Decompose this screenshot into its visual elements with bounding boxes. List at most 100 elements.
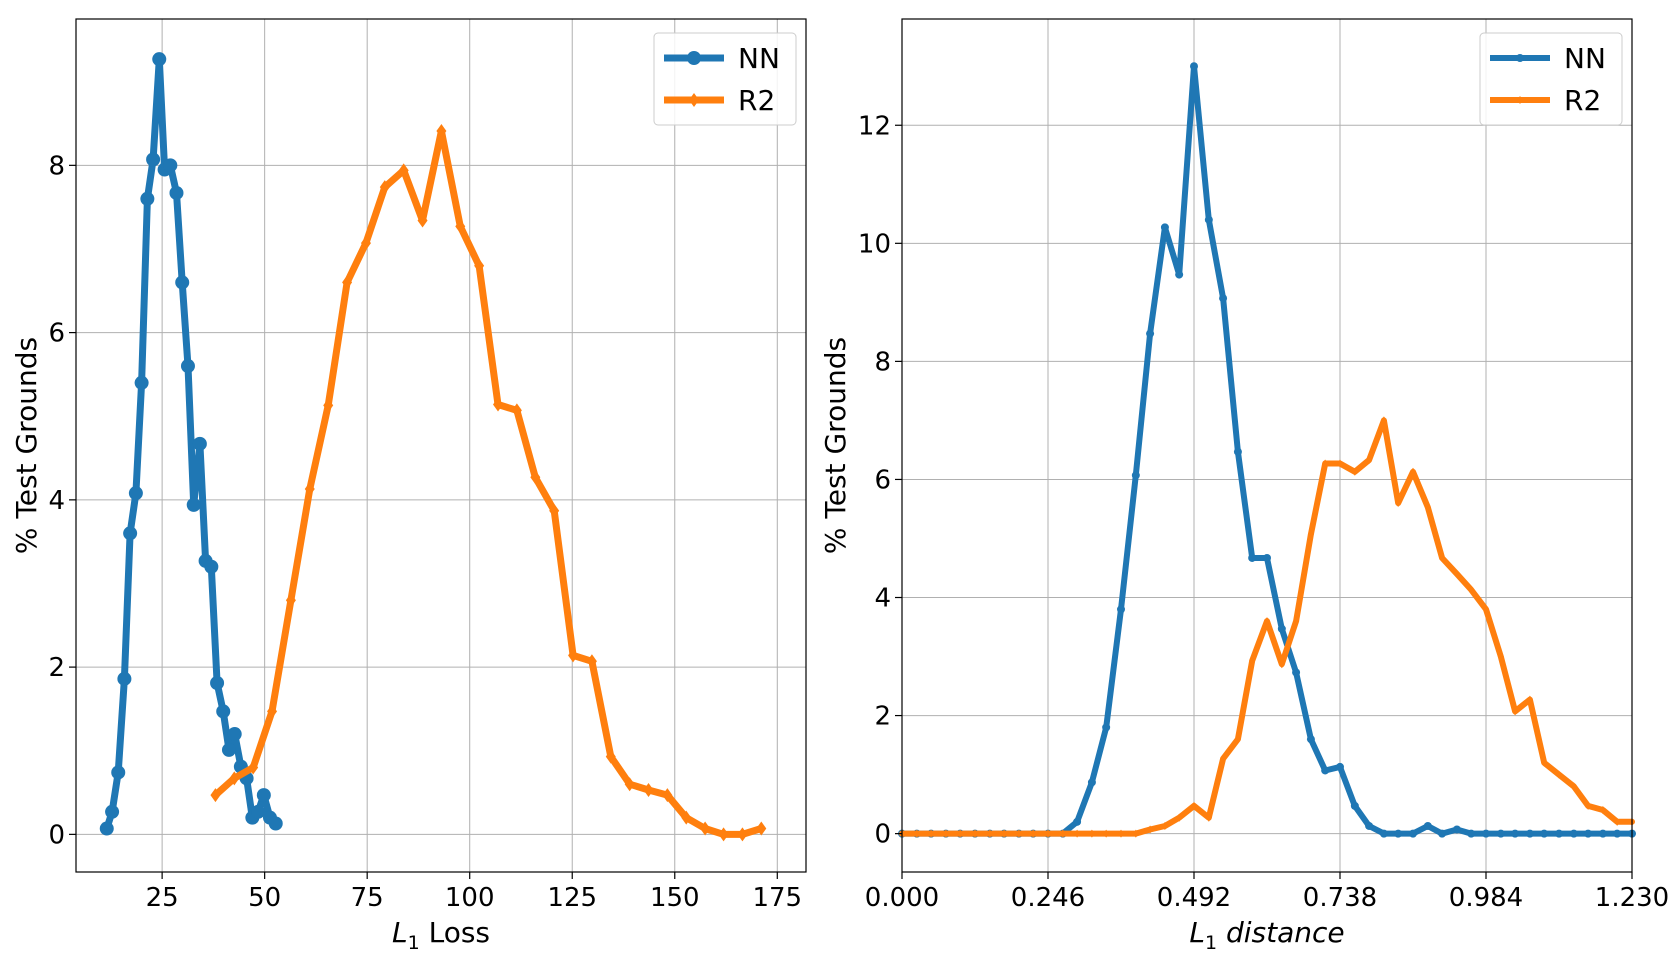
data-point-r2: [210, 788, 221, 803]
data-point-nn: [1233, 447, 1242, 456]
legend-label: NN: [1564, 42, 1606, 75]
legend-entry-r2: R2: [664, 84, 775, 117]
data-point-r2: [1395, 499, 1402, 508]
data-point-nn: [117, 671, 132, 686]
data-point-nn: [1146, 329, 1155, 338]
data-point-nn: [128, 486, 143, 501]
data-point-r2: [1118, 829, 1124, 838]
data-point-nn: [1409, 829, 1417, 838]
data-point-nn: [1555, 829, 1563, 838]
grid: [76, 19, 806, 872]
legend-entry-nn: NN: [664, 42, 780, 75]
legend-marker: [689, 93, 699, 107]
legend-label: NN: [738, 42, 780, 75]
data-point-nn: [99, 821, 114, 836]
y-tick-label: 8: [874, 347, 891, 377]
data-point-nn: [1525, 829, 1534, 838]
data-point-r2: [474, 258, 485, 273]
data-point-nn: [1248, 553, 1257, 562]
x-tick-label: 0.984: [1449, 883, 1523, 913]
data-point-r2: [323, 398, 334, 413]
data-point-nn: [169, 185, 184, 200]
x-tick-label: 175: [752, 883, 802, 913]
data-point-nn: [1073, 817, 1082, 826]
data-point-nn: [1131, 471, 1140, 480]
data-point-nn: [1613, 829, 1622, 838]
data-point-r2: [1264, 617, 1270, 626]
data-point-r2: [1351, 467, 1358, 476]
data-point-nn: [1540, 829, 1549, 838]
x-tick-label: 75: [351, 883, 384, 913]
data-point-r2: [586, 654, 597, 669]
data-point-r2: [942, 829, 949, 838]
data-point-r2: [1278, 660, 1285, 669]
data-point-r2: [1541, 758, 1548, 767]
data-point-nn: [1365, 821, 1374, 830]
x-tick-label: 25: [146, 883, 179, 913]
data-point-r2: [1337, 459, 1343, 468]
y-tick-label: 2: [48, 653, 65, 683]
data-point-r2: [455, 219, 466, 234]
x-tick-label: 150: [650, 883, 700, 913]
axes-frame: [75, 18, 807, 873]
data-point-nn: [1219, 294, 1228, 303]
data-point-r2: [700, 821, 711, 836]
data-point-r2: [986, 829, 993, 838]
series-line-nn: [103, 55, 280, 832]
data-point-nn: [1438, 829, 1447, 838]
data-point-r2: [756, 821, 767, 836]
data-point-r2: [1147, 825, 1154, 834]
y-tick-label: 0: [874, 820, 891, 850]
data-point-nn: [186, 497, 201, 512]
y-tick-label: 4: [874, 584, 891, 614]
data-point-r2: [493, 397, 504, 412]
data-point-r2: [1599, 806, 1606, 815]
x-tick-label: 0.246: [1011, 883, 1085, 913]
data-point-r2: [1439, 553, 1446, 562]
data-point-r2: [737, 827, 748, 842]
data-point-r2: [1410, 467, 1416, 476]
data-point-nn: [1496, 829, 1505, 838]
data-point-nn: [1511, 829, 1520, 838]
data-point-r2: [229, 771, 240, 786]
data-point-nn: [134, 375, 149, 390]
y-tick-label: 4: [48, 486, 65, 516]
data-point-r2: [1001, 829, 1008, 838]
y-tick-label: 12: [858, 111, 891, 141]
data-point-nn: [1321, 766, 1330, 775]
data-point-r2: [913, 829, 920, 838]
data-point-r2: [662, 788, 673, 803]
data-point-r2: [1497, 652, 1504, 661]
data-point-r2: [1570, 782, 1577, 791]
data-point-nn: [216, 704, 231, 719]
y-tick-label: 10: [858, 229, 891, 259]
data-point-nn: [1336, 762, 1344, 771]
data-point-r2: [1424, 503, 1431, 512]
data-point-nn: [1379, 829, 1388, 838]
data-point-r2: [1103, 829, 1110, 838]
legend-label: R2: [738, 84, 775, 117]
y-axis-label: % Test Grounds: [819, 337, 852, 554]
data-point-r2: [360, 236, 371, 251]
series-line-r2: [211, 127, 765, 838]
data-point-nn: [146, 152, 161, 167]
data-point-nn: [105, 804, 120, 819]
y-tick-label: 8: [48, 151, 65, 181]
data-point-nn: [227, 727, 242, 742]
series-r2: [210, 124, 767, 842]
x-axis-label: L1 distance: [1189, 916, 1344, 954]
data-point-r2: [1045, 829, 1051, 838]
legend-marker: [687, 51, 701, 65]
grid: [901, 19, 1633, 872]
data-point-r2: [285, 593, 296, 608]
data-point-r2: [1132, 829, 1139, 838]
data-point-nn: [210, 676, 225, 691]
data-point-nn: [140, 191, 155, 206]
data-point-r2: [972, 829, 978, 838]
data-point-r2: [1468, 585, 1475, 594]
data-point-r2: [1556, 770, 1562, 779]
data-point-r2: [530, 470, 541, 485]
data-point-nn: [1292, 668, 1301, 677]
x-tick-label: 0.738: [1303, 883, 1377, 913]
data-point-nn: [1350, 801, 1359, 810]
